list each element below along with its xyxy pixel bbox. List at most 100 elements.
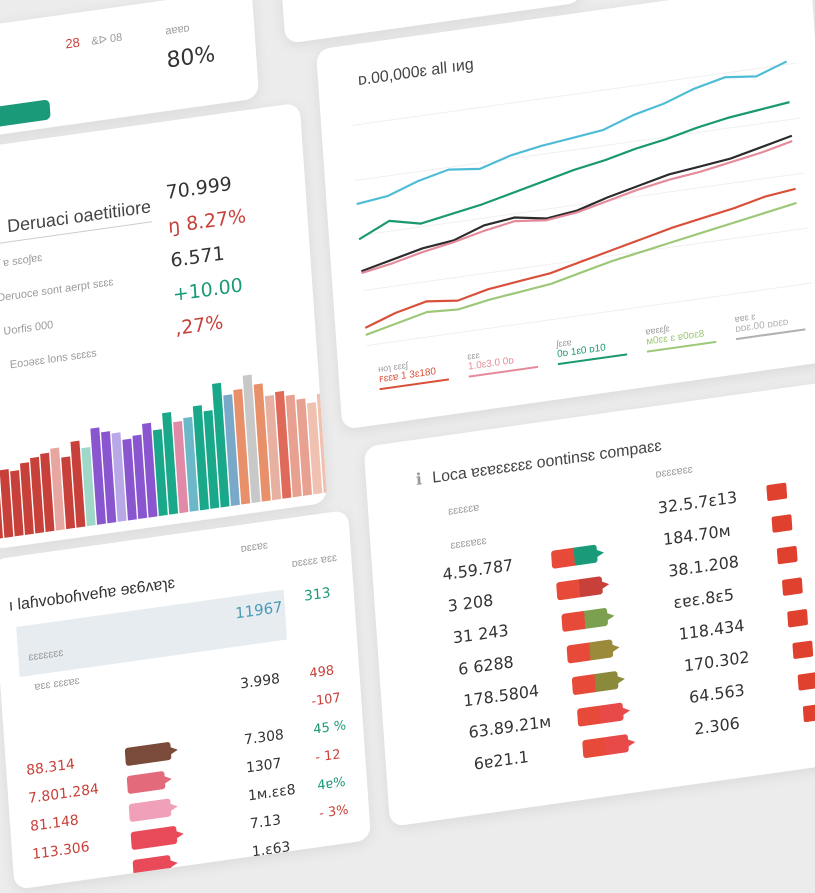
bar: [70, 440, 86, 528]
summary-title: Deruaci oaetitiiore: [6, 196, 152, 237]
right-swatch: [776, 545, 798, 565]
summary-row-label: Eoɔəɛɛ lons sɛɛɛs: [9, 347, 98, 372]
left-pill: [550, 544, 598, 569]
bar: [152, 429, 168, 517]
series-line: [358, 101, 790, 241]
left-value: 63.89.21ᴍ: [467, 711, 552, 743]
row-value-b: 7.308: [243, 726, 285, 749]
left-pill: [556, 576, 603, 601]
summary-row-label: Ʋorfis 000: [3, 318, 54, 338]
line-chart-card: ᴅ.00,000ɛ all ıᴎg ʜoɿ ɛɛɛʃ ꜰɛɛɐ 1 3ɛ180 ɛɛ…: [315, 0, 815, 430]
bar: [173, 420, 189, 514]
summary-row-value: 70.999: [165, 172, 233, 205]
left-pill: [566, 639, 614, 664]
right-swatch: [766, 482, 788, 502]
row-value-c: 498: [308, 663, 335, 682]
row-pill: [130, 825, 178, 851]
col1-header: ᴅɛɛɐɛ: [240, 539, 269, 556]
series-line: [361, 134, 793, 273]
bar: [223, 394, 240, 506]
right-swatch: [781, 577, 803, 597]
summary-card: Deruaci oaetitiiore Ʃʃ ɐ sɛoʃɐɛ 70.999 Der…: [0, 102, 328, 550]
bar: [242, 374, 261, 504]
gridline: [358, 172, 805, 237]
line-chart-title: ᴅ.00,000ɛ all ıᴎg: [357, 55, 475, 90]
bottom-right-title: ℹ Loca ɐɛɐɛɛɛɛɛ oontinsɛ compaɛɛ: [415, 437, 663, 489]
series-line: [364, 187, 796, 329]
right-swatch: [787, 608, 809, 628]
gridline: [354, 117, 801, 182]
right-value: 184.70ᴍ: [662, 520, 732, 550]
bar: [61, 456, 76, 530]
bar: [253, 383, 271, 502]
left-value: 3 208: [447, 590, 494, 616]
left-value: 6ɐ21.1: [473, 747, 530, 774]
row-pill: [124, 741, 172, 767]
row-pill: [132, 854, 172, 879]
row-value-a: 88.314: [25, 756, 76, 780]
bar: [0, 468, 14, 538]
row-value-c: 45 %: [312, 718, 347, 738]
right-value: ɛɐɛ.8ɛ5: [672, 584, 735, 613]
right-swatch: [771, 514, 793, 533]
bar: [19, 462, 34, 535]
bottom-right-card: ℹ Loca ɐɛɐɛɛɛɛɛ oontinsɛ compaɛɛ ɛɛɛɛɛɐ …: [363, 380, 815, 827]
bar: [203, 410, 220, 509]
top-value: 80%: [165, 41, 216, 74]
col2-header: ᴅɛɛɛɛ ɐɛɛ: [291, 551, 338, 571]
right-value: 64.563: [688, 680, 746, 708]
right-value: 32.5.7ɛ13: [657, 487, 738, 518]
right-value: 118.434: [678, 615, 745, 644]
bar: [142, 422, 158, 518]
bar: [296, 398, 312, 496]
bar: [101, 431, 117, 524]
right-value: 170.302: [683, 647, 751, 676]
left-value: 31 243: [452, 620, 510, 648]
row-value-b: 3.998: [239, 670, 281, 693]
row-pill: [126, 770, 166, 795]
bar: [90, 427, 106, 525]
row-value-a: 81.148: [29, 812, 80, 836]
series-line: [361, 139, 793, 275]
row-value-b: 1ᴍ.ɛɛ8: [247, 781, 297, 805]
summary-bar-chart: [0, 374, 328, 540]
bar: [264, 394, 282, 501]
series-line: [356, 60, 788, 206]
top-badge: 28 &ᐅ 08 aɐɐᴅ: [64, 22, 190, 52]
summary-row-value: ŋ 8.27%: [167, 205, 247, 239]
bar: [183, 416, 199, 512]
right-swatch: [792, 640, 814, 660]
left-pill: [576, 702, 624, 727]
left-value: 6 6288: [457, 652, 515, 679]
progress-fill: [0, 99, 51, 132]
bar: [50, 447, 65, 531]
row-value-c: - 3%: [318, 802, 350, 822]
bar: [285, 394, 302, 498]
row-value-c: 4ɐ%: [316, 774, 347, 794]
line-chart: [351, 60, 813, 347]
gridline: [351, 62, 797, 127]
row-value-a: 113.306: [31, 839, 91, 864]
left-pill: [561, 607, 609, 633]
row-value-b: 1.ɛ63: [251, 839, 291, 861]
bar: [40, 452, 55, 533]
row-pill: [128, 798, 172, 823]
left-pill: [582, 734, 629, 759]
row-value-a: 7.801.284: [27, 781, 100, 808]
left-value: 4.59.787: [441, 555, 514, 585]
row-value-b: 7.13: [249, 812, 282, 833]
bar: [192, 405, 209, 511]
right-swatch: [797, 672, 815, 691]
gridline: [366, 282, 813, 347]
bar: [306, 402, 323, 495]
bar: [10, 470, 24, 537]
bar: [233, 388, 251, 505]
bar: [30, 456, 45, 534]
summary-row-value: +10.00: [172, 274, 244, 307]
left-value: 178.5804: [462, 680, 540, 711]
bar: [275, 390, 292, 499]
bar: [212, 382, 230, 508]
row-value-b: 1307: [245, 755, 282, 777]
row-value-c: - 12: [314, 747, 342, 766]
